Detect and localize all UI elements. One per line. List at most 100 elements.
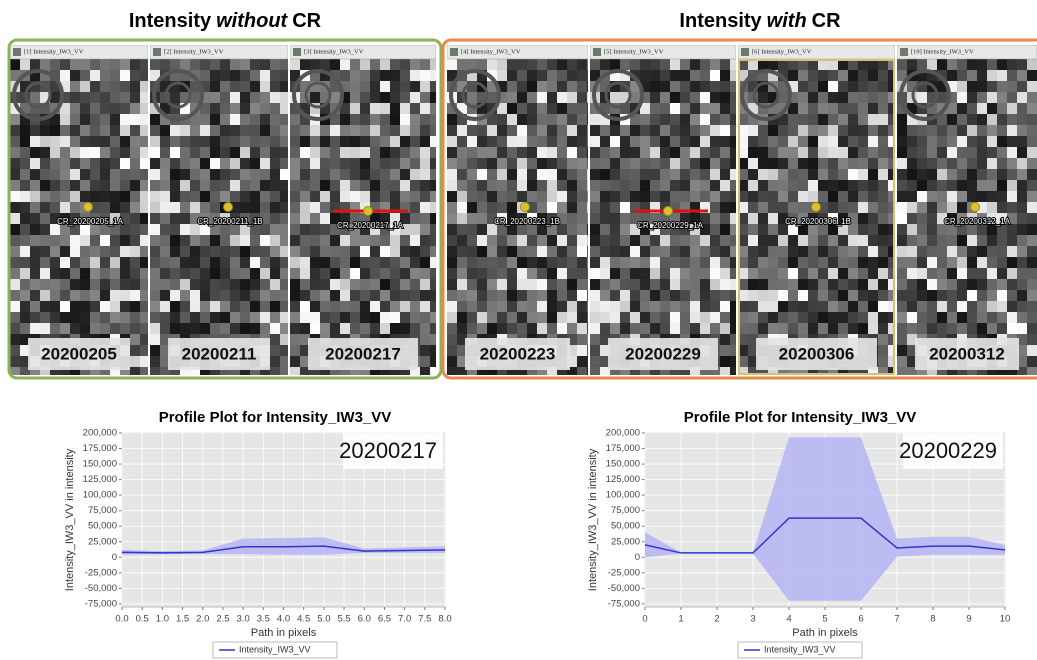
pixel bbox=[160, 312, 170, 323]
pixel bbox=[957, 103, 967, 114]
pixel bbox=[390, 312, 400, 323]
pixel bbox=[557, 136, 567, 147]
pixel bbox=[650, 70, 660, 81]
pixel bbox=[997, 202, 1007, 213]
pixel bbox=[868, 323, 878, 334]
pixel bbox=[517, 136, 527, 147]
pixel bbox=[10, 246, 20, 257]
pixel bbox=[50, 59, 60, 70]
pixel bbox=[290, 180, 300, 191]
pixel bbox=[30, 301, 40, 312]
pixel bbox=[400, 92, 410, 103]
pixel bbox=[690, 147, 700, 158]
pixel bbox=[788, 125, 798, 136]
pixel bbox=[977, 125, 987, 136]
pixel bbox=[1027, 202, 1037, 213]
pixel bbox=[80, 301, 90, 312]
pixel bbox=[537, 246, 547, 257]
pixel bbox=[240, 279, 250, 290]
pixel bbox=[477, 301, 487, 312]
pixel bbox=[700, 136, 710, 147]
pixel bbox=[290, 334, 300, 345]
pixel bbox=[10, 279, 20, 290]
pixel bbox=[1017, 92, 1027, 103]
pixel bbox=[838, 191, 848, 202]
pixel bbox=[80, 59, 90, 70]
pixel bbox=[577, 125, 587, 136]
pixel bbox=[467, 279, 477, 290]
pixel bbox=[967, 169, 977, 180]
pixel bbox=[487, 92, 497, 103]
pixel bbox=[957, 279, 967, 290]
pixel bbox=[170, 147, 180, 158]
pixel bbox=[947, 312, 957, 323]
pixel bbox=[897, 345, 907, 356]
pixel bbox=[640, 268, 650, 279]
pixel bbox=[897, 125, 907, 136]
pixel bbox=[798, 268, 808, 279]
pixel bbox=[190, 92, 200, 103]
pixel bbox=[110, 103, 120, 114]
pixel bbox=[230, 59, 240, 70]
pixel bbox=[590, 191, 600, 202]
pixel bbox=[457, 191, 467, 202]
pixel bbox=[170, 92, 180, 103]
pixel bbox=[457, 136, 467, 147]
pixel bbox=[130, 279, 140, 290]
pixel bbox=[447, 169, 457, 180]
y-tick-label: -75,000 bbox=[85, 598, 117, 609]
pixel bbox=[250, 147, 260, 158]
pixel bbox=[600, 191, 610, 202]
pixel bbox=[577, 312, 587, 323]
pixel bbox=[300, 257, 310, 268]
pixel bbox=[808, 81, 818, 92]
pixel bbox=[610, 257, 620, 268]
pixel bbox=[220, 147, 230, 158]
pixel bbox=[210, 268, 220, 279]
pixel bbox=[957, 323, 967, 334]
pixel bbox=[788, 147, 798, 158]
pixel bbox=[848, 70, 858, 81]
pixel bbox=[720, 213, 730, 224]
pixel bbox=[497, 114, 507, 125]
point-label: CR_20200211_1B bbox=[197, 217, 262, 226]
pixel bbox=[768, 213, 778, 224]
pixel bbox=[977, 59, 987, 70]
pixel bbox=[977, 246, 987, 257]
pixel bbox=[320, 257, 330, 268]
pixel bbox=[987, 147, 997, 158]
pixel bbox=[660, 103, 670, 114]
pixel bbox=[60, 158, 70, 169]
pixel bbox=[670, 59, 680, 70]
pixel bbox=[340, 246, 350, 257]
y-tick-label: 175,000 bbox=[606, 443, 640, 454]
pixel bbox=[130, 202, 140, 213]
y-tick-label: 150,000 bbox=[83, 459, 117, 470]
pixel bbox=[140, 312, 150, 323]
pixel bbox=[497, 70, 507, 81]
pixel bbox=[150, 136, 160, 147]
pixel bbox=[838, 290, 848, 301]
pixel bbox=[260, 202, 270, 213]
pixel bbox=[467, 213, 477, 224]
pixel bbox=[170, 136, 180, 147]
pixel bbox=[768, 257, 778, 268]
pixel bbox=[927, 158, 937, 169]
pixel bbox=[917, 59, 927, 70]
pixel bbox=[100, 235, 110, 246]
pixel bbox=[527, 235, 537, 246]
pixel bbox=[40, 246, 50, 257]
pixel bbox=[40, 235, 50, 246]
pixel bbox=[300, 125, 310, 136]
pixel bbox=[370, 169, 380, 180]
pixel bbox=[808, 279, 818, 290]
pixel bbox=[590, 290, 600, 301]
pixel bbox=[798, 301, 808, 312]
pixel bbox=[130, 257, 140, 268]
pixel bbox=[577, 356, 587, 367]
pixel bbox=[360, 70, 370, 81]
pixel bbox=[567, 235, 577, 246]
pixel bbox=[947, 202, 957, 213]
pixel bbox=[310, 125, 320, 136]
pixel bbox=[10, 290, 20, 301]
